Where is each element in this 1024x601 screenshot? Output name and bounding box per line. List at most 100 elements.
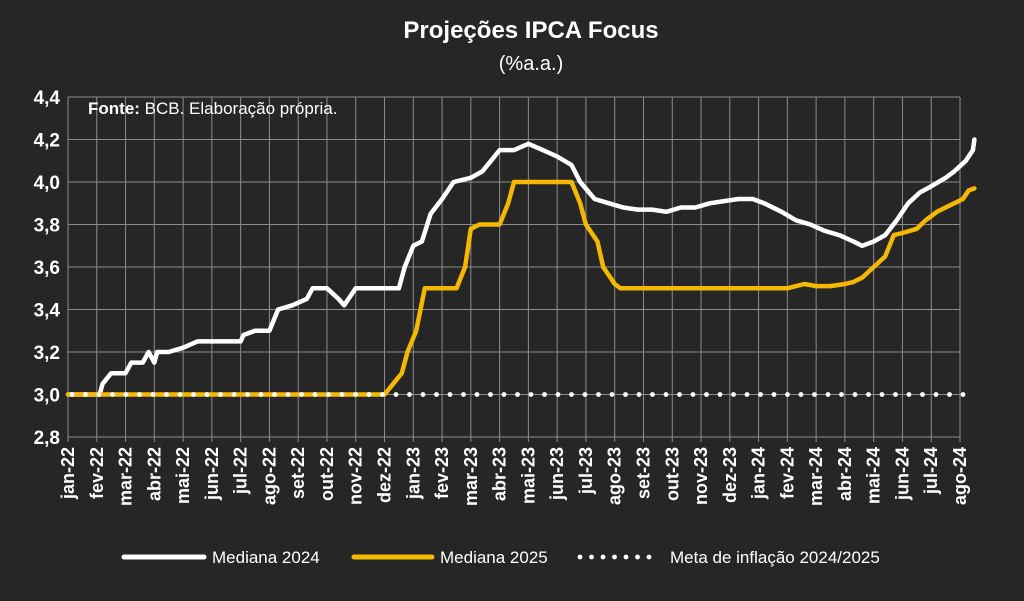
- x-tick-label: jun-22: [202, 447, 222, 501]
- series-point-meta: [893, 392, 898, 397]
- series-point-meta: [879, 392, 885, 397]
- series-point-meta: [245, 392, 250, 397]
- x-tick-label: ago-24: [950, 447, 970, 505]
- source-label: Fonte:: [88, 99, 140, 118]
- legend-swatch-dot: [612, 554, 617, 560]
- legend-swatch-dot: [646, 554, 652, 560]
- series-point-meta: [515, 392, 520, 397]
- series-point-meta: [947, 392, 952, 397]
- series-point-meta: [150, 392, 156, 397]
- source-text: BCB. Elaboração própria.: [140, 99, 338, 118]
- y-tick-label: 3,8: [34, 216, 60, 237]
- series-point-meta: [785, 392, 790, 397]
- series-point-meta: [96, 392, 102, 397]
- series-point-meta: [177, 392, 183, 397]
- series-point-meta: [812, 392, 817, 397]
- series-point-meta: [339, 392, 345, 397]
- series-point-meta: [312, 392, 318, 397]
- series-point-meta: [83, 392, 88, 397]
- x-tick-label: jan-22: [58, 447, 78, 500]
- series-point-meta: [447, 392, 453, 397]
- series-point-meta: [758, 392, 763, 397]
- x-tick-label: abr-23: [490, 447, 510, 501]
- x-tick-label: nov-22: [346, 447, 366, 505]
- series-point-meta: [299, 392, 304, 397]
- series-point-meta: [542, 392, 547, 397]
- series-point-meta: [569, 392, 574, 397]
- series-point-meta: [353, 392, 358, 397]
- x-tick-label: abr-22: [144, 447, 164, 501]
- series-point-meta: [677, 392, 682, 397]
- series-point-meta: [690, 392, 696, 397]
- series-point-meta: [258, 392, 264, 397]
- y-tick-label: 3,6: [34, 258, 60, 279]
- y-tick-label: 3,0: [34, 386, 60, 407]
- x-tick-label: mai-23: [518, 447, 538, 504]
- series-point-meta: [623, 392, 628, 397]
- series-point-meta: [731, 392, 736, 397]
- source-note: Fonte: BCB. Elaboração própria.: [88, 99, 337, 118]
- x-tick-label: mar-23: [461, 447, 481, 506]
- series-point-meta: [798, 392, 804, 397]
- series-point-meta: [123, 392, 129, 397]
- series-point-meta: [528, 392, 534, 397]
- series-point-meta: [137, 392, 142, 397]
- series-point-meta: [663, 392, 669, 397]
- series-point-meta: [420, 392, 426, 397]
- series-point-meta: [461, 392, 466, 397]
- series-point-meta: [380, 392, 385, 397]
- series-point-meta: [744, 392, 750, 397]
- series-point-meta: [704, 392, 709, 397]
- x-tick-label: fev-24: [777, 447, 797, 499]
- series-point-meta: [852, 392, 858, 397]
- y-tick-label: 4,4: [34, 88, 61, 109]
- y-tick-label: 4,0: [34, 173, 60, 194]
- series-point-meta: [231, 392, 237, 397]
- x-tick-label: jun-23: [547, 447, 567, 501]
- x-tick-label: dez-22: [375, 447, 395, 503]
- legend-swatch-dot: [635, 554, 640, 560]
- series-point-meta: [204, 392, 210, 397]
- x-tick-label: abr-24: [835, 447, 855, 501]
- x-tick-label: set-22: [288, 447, 308, 499]
- series-point-meta: [933, 392, 939, 397]
- y-tick-label: 4,2: [34, 131, 60, 152]
- series-point-meta: [771, 392, 777, 397]
- x-tick-label: jul-23: [576, 447, 596, 495]
- series-point-meta: [596, 392, 601, 397]
- legend-swatch-dot: [589, 554, 594, 560]
- series-point-meta: [582, 392, 588, 397]
- x-tick-label: fev-23: [432, 447, 452, 499]
- series-point-meta: [866, 392, 871, 397]
- x-tick-label: jan-24: [749, 447, 769, 500]
- x-axis: jan-22 fev-22 mar-22 abr-22 mai-22 jun-22 jul-…: [58, 447, 970, 506]
- series-point-meta: [366, 392, 372, 397]
- series-point-meta: [326, 392, 331, 397]
- x-tick-label: out-23: [662, 447, 682, 501]
- legend-label: Meta de inflação 2024/2025: [670, 548, 880, 567]
- legend-swatch-dot: [623, 554, 629, 560]
- series-point-meta: [474, 392, 480, 397]
- series-line-1: [65, 179, 977, 397]
- series-point-meta: [393, 392, 399, 397]
- series-point-meta: [650, 392, 655, 397]
- series-point-meta: [717, 392, 723, 397]
- legend-swatch-dot: [577, 554, 583, 560]
- chart-title: Projeções IPCA Focus: [403, 17, 658, 44]
- series-point-meta: [920, 392, 925, 397]
- x-tick-label: jul-24: [921, 447, 941, 495]
- series-line-0: [65, 137, 977, 397]
- x-tick-label: fev-22: [87, 447, 107, 499]
- series-point-meta: [69, 392, 75, 397]
- series-point-meta: [164, 392, 169, 397]
- series-point-meta: [218, 392, 223, 397]
- series-point-meta: [501, 392, 507, 397]
- series-point-meta: [960, 392, 966, 397]
- series-point-meta: [285, 392, 291, 397]
- x-tick-label: dez-23: [720, 447, 740, 503]
- x-tick-label: ago-22: [259, 447, 279, 505]
- x-tick-label: mar-22: [116, 447, 136, 506]
- chart-subtitle: (%a.a.): [499, 53, 563, 75]
- plot-area: [65, 137, 977, 397]
